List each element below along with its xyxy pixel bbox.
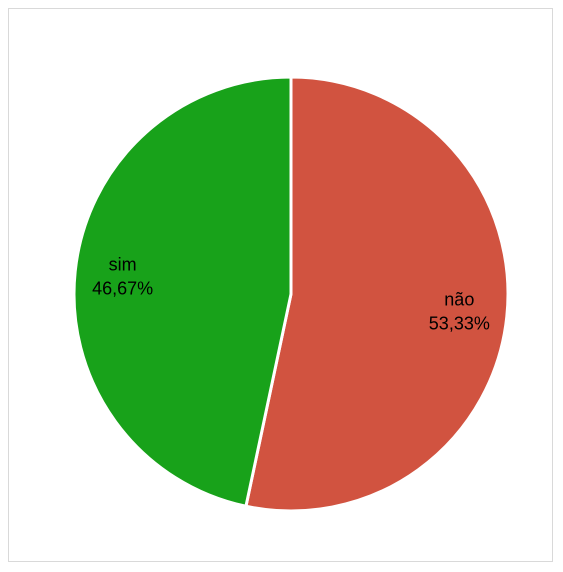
slice-label-1: sim (109, 254, 137, 274)
slice-label-0: não (444, 290, 474, 310)
pie-slices (72, 75, 510, 513)
pie-slice-0[interactable] (244, 75, 510, 513)
slice-percent-0: 53,33% (429, 314, 490, 334)
pie-chart: não 53,33% sim 46,67% (72, 75, 510, 513)
pie-slice-1[interactable] (72, 75, 293, 508)
pie-labels: não 53,33% sim 46,67% (92, 254, 490, 333)
slice-percent-1: 46,67% (92, 278, 153, 298)
chart-frame: não 53,33% sim 46,67% (8, 8, 553, 562)
